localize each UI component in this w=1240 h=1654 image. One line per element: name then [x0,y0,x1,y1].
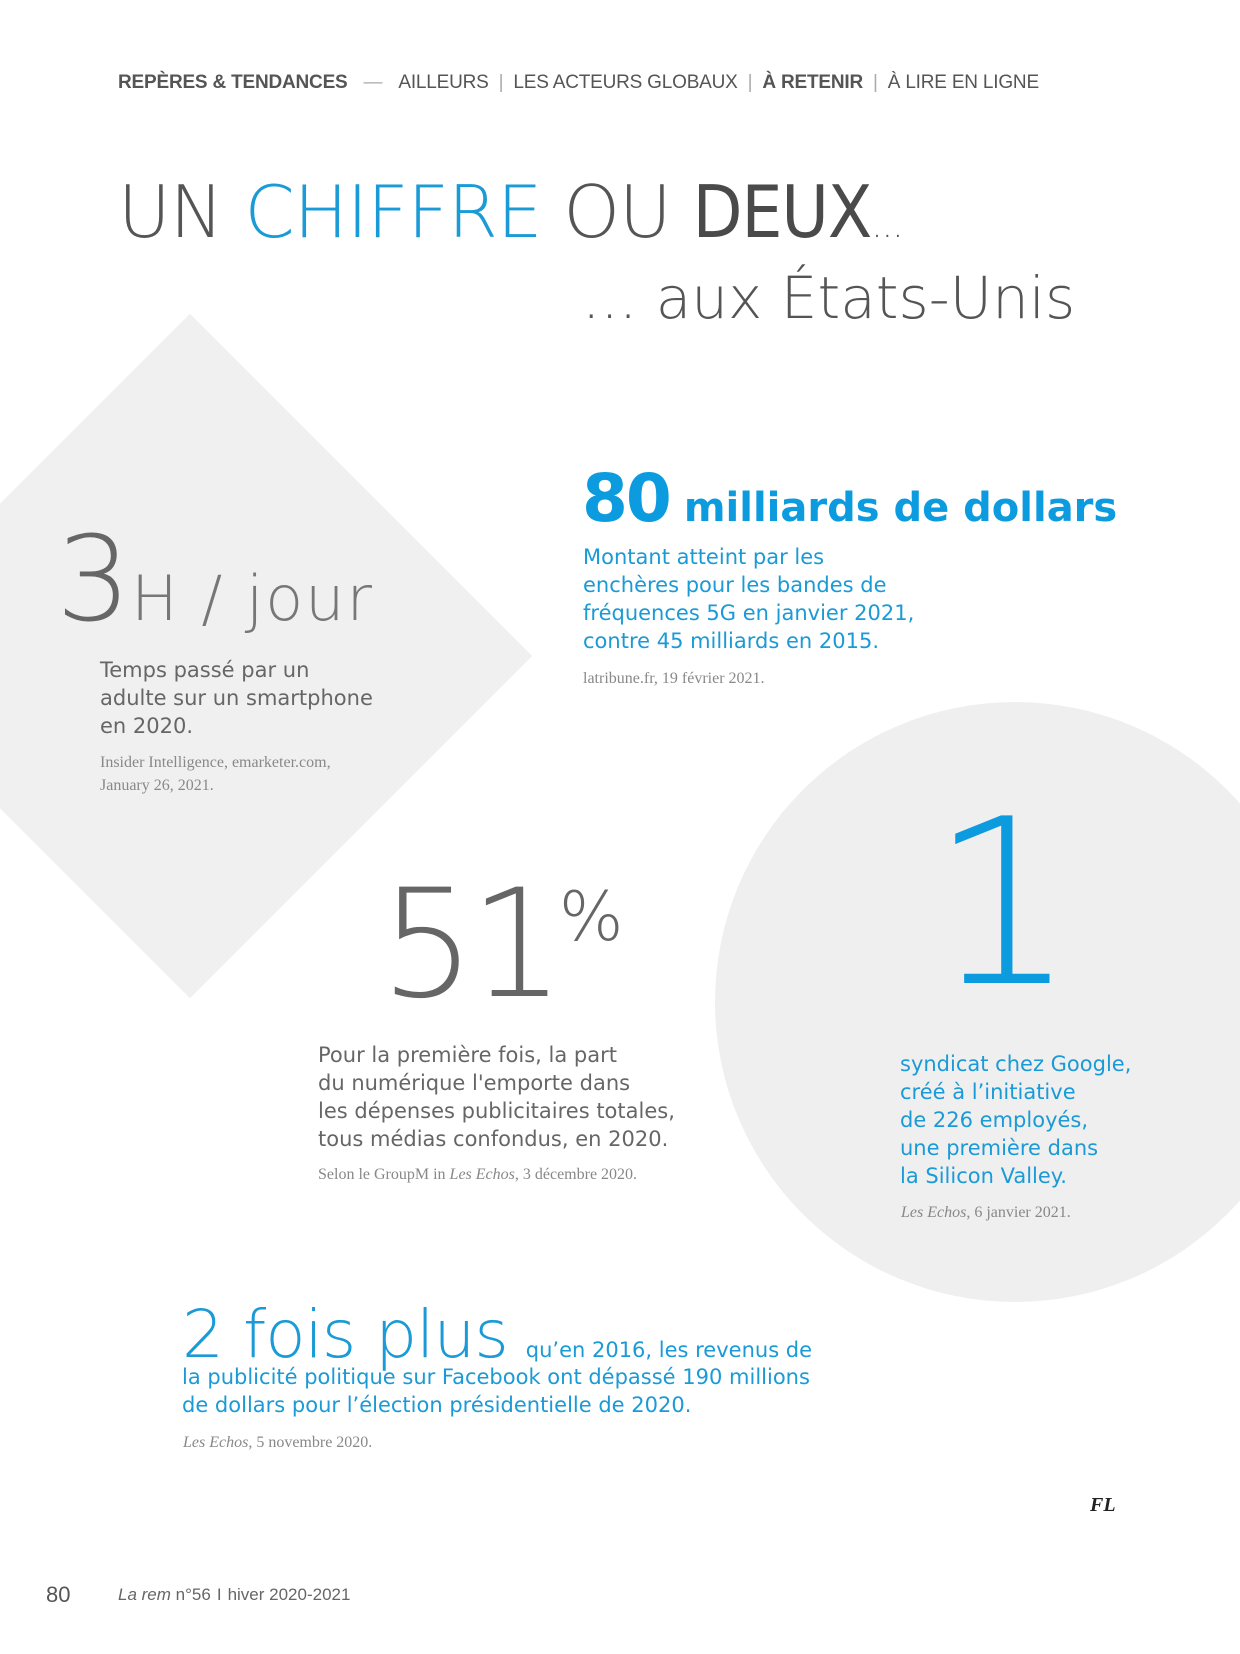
stat-spectrum-figure: 80 milliards de dollars [582,460,1117,537]
description-line: enchères pour les bandes de [583,573,887,597]
title-word: UN [118,170,224,254]
nav-separator: | [747,72,753,93]
description-line: en 2020. [100,714,194,738]
description-line: syndicat chez Google, [900,1052,1132,1076]
description-line: de dollars pour l’élection présidentiell… [182,1393,692,1417]
issue-season: hiver 2020-2021 [227,1585,351,1604]
source-line: January 26, 2021. [100,777,214,794]
stat-unit: milliards de dollars [683,485,1118,531]
description-line: contre 45 milliards en 2015. [583,629,879,653]
source-publication: Les Echos [901,1204,967,1221]
stat-digital-ads-description: Pour la première fois, la part du numéri… [318,1041,675,1153]
description-line: de 226 employés, [900,1108,1089,1132]
stat-value: 3 [56,510,132,648]
source-text: , 6 janvier 2021. [966,1204,1071,1221]
description-line: la Silicon Valley. [900,1164,1067,1188]
title-word-highlight: CHIFFRE [244,170,542,254]
stat-unit: % [558,878,624,957]
description-line: Temps passé par un [100,658,310,682]
stat-digital-ads-source: Selon le GroupM in Les Echos, 3 décembre… [318,1163,637,1186]
source-text: , 3 décembre 2020. [514,1166,638,1183]
nav-item-a-retenir[interactable]: À RETENIR [762,72,864,93]
stat-union-description: syndicat chez Google, créé à l’initiativ… [900,1050,1131,1190]
source-line: Insider Intelligence, emarketer.com, [100,754,331,771]
stat-unit: H / jour [131,562,374,635]
footer-separator: I [216,1585,222,1604]
page-number: 80 [46,1582,71,1607]
title-word-bold: DEUX [692,170,873,254]
description-line: Montant atteint par les [583,545,825,569]
author-signature: FL [1090,1494,1116,1516]
description-line: Pour la première fois, la part [318,1043,617,1067]
nav-separator: | [498,72,504,93]
stat-value: 80 [582,460,672,537]
stat-political-ads-figure: 2 fois plus qu’en 2016, les revenus de [182,1296,812,1373]
stat-digital-ads-figure: 51% [380,870,624,1020]
stat-value: 2 fois plus [182,1296,509,1373]
description-line: la publicité politique sur Facebook ont … [182,1365,810,1389]
stat-spectrum-source: latribune.fr, 19 février 2021. [583,670,765,687]
stat-value: 51 [380,858,565,1032]
page-title: UN CHIFFRE OU DEUX... [118,170,904,254]
source-publication: Les Echos [449,1166,515,1183]
nav-item-a-lire-en-ligne[interactable]: À LIRE EN LIGNE [887,72,1039,93]
title-word: OU [563,170,671,254]
stat-smartphone-source: Insider Intelligence, emarketer.com, Jan… [100,751,331,797]
background-circle-shape [715,702,1240,1302]
section-navigation: REPÈRES & TENDANCES — AILLEURS | LES ACTEURS… [118,72,1039,94]
description-line: une première dans [900,1136,1099,1160]
nav-item-ailleurs[interactable]: AILLEURS [398,72,489,93]
source-text: , 5 novembre 2020. [248,1434,373,1451]
stat-union-figure: 1 [930,771,1077,1038]
source-text: Selon le GroupM in [318,1166,450,1183]
stat-spectrum-description: Montant atteint par les enchères pour le… [583,543,914,655]
description-line: fréquences 5G en janvier 2021, [583,601,915,625]
description-line: créé à l’initiative [900,1080,1076,1104]
description-line: du numérique l'emporte dans [318,1071,631,1095]
page-subtitle: ... aux États-Unis [582,264,1076,332]
source-publication: Les Echos [183,1434,249,1451]
publication-name: La rem [118,1585,171,1604]
issue-number: n°56 [175,1585,211,1604]
stat-smartphone-description: Temps passé par un adulte sur un smartph… [100,656,373,740]
stat-union-source: Les Echos, 6 janvier 2021. [901,1201,1071,1224]
stat-smartphone-figure: 3H / jour [56,520,374,638]
description-line: les dépenses publicitaires totales, [318,1099,675,1123]
description-line: tous médias confondus, en 2020. [318,1127,669,1151]
nav-item-acteurs-globaux[interactable]: LES ACTEURS GLOBAUX [513,72,738,93]
description-line: adulte sur un smartphone [100,686,373,710]
stat-political-ads-description: la publicité politique sur Facebook ont … [182,1363,810,1419]
nav-separator: | [873,72,878,93]
nav-dash: — [363,72,383,93]
description-line: qu’en 2016, les revenus de [525,1338,813,1362]
title-ellipsis: ... [871,205,903,246]
stat-political-ads-source: Les Echos, 5 novembre 2020. [183,1431,372,1454]
nav-section-label[interactable]: REPÈRES & TENDANCES [118,72,348,93]
